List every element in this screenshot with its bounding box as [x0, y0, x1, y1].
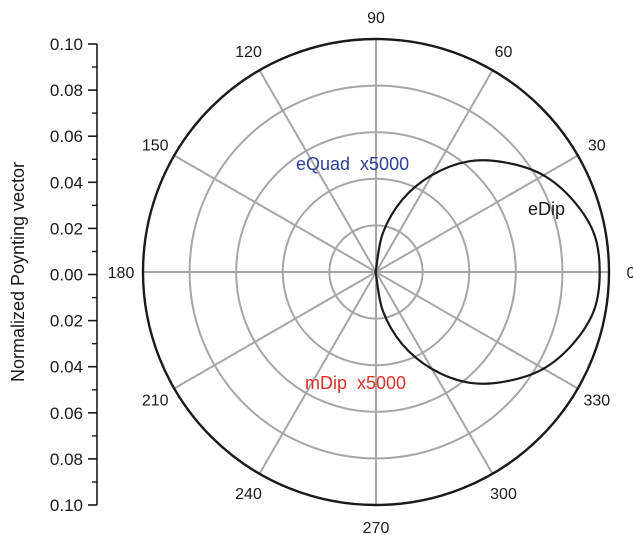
- angle-label: 180: [108, 265, 135, 282]
- radial-tick-label: 0.04: [50, 358, 83, 377]
- radial-tick-label: 0.02: [50, 219, 83, 238]
- series-layer: [374, 159, 601, 385]
- grid-spoke-330: [375, 271, 579, 390]
- polar-grid: 0 30 60 90 120 150 180 210 240 270 300 330: [108, 10, 633, 535]
- grid-spoke-120: [258, 69, 377, 273]
- angle-label: 330: [583, 393, 610, 410]
- angle-label: 240: [235, 486, 262, 503]
- series-edip-label: eDip: [528, 199, 565, 219]
- radial-tick-label: 0.08: [50, 450, 83, 469]
- angle-label: 120: [235, 44, 262, 61]
- y-axis-title: Normalized Poynting vector: [8, 162, 28, 382]
- radial-axis: 0.10 0.08 0.06 0.04 0.02 0.00 0.02 0.04 0.06 0.08…: [8, 35, 98, 515]
- series-equad-label: eQuad x5000: [296, 154, 409, 174]
- radial-tick-label: 0.04: [50, 173, 83, 192]
- annotation-layer: eDip eQuad x5000 mDip x5000: [296, 154, 565, 393]
- series-edip-curve: [374, 159, 601, 385]
- angle-label: 210: [142, 393, 169, 410]
- series-mdip-label: mDip x5000: [305, 373, 406, 393]
- grid-spoke-60: [375, 69, 494, 273]
- radial-tick-label: 0.06: [50, 127, 83, 146]
- grid-spoke-210: [173, 271, 377, 390]
- radial-tick-label: 0.10: [50, 496, 83, 515]
- radial-tick-label: 0.02: [50, 312, 83, 331]
- radial-tick-label: 0.06: [50, 404, 83, 423]
- grid-spoke-150: [173, 154, 377, 273]
- angle-label: 60: [495, 44, 513, 61]
- radial-tick-label: 0.00: [50, 266, 83, 285]
- angle-label: 150: [142, 138, 169, 155]
- grid-spoke-300: [375, 271, 494, 475]
- angle-label: 300: [490, 486, 517, 503]
- angle-label: 270: [363, 520, 390, 535]
- grid-spoke-240: [258, 271, 377, 475]
- angle-label: 90: [367, 10, 385, 27]
- angle-label: 0: [627, 265, 633, 282]
- radial-tick-label: 0.10: [50, 35, 83, 54]
- angle-label: 30: [588, 138, 606, 155]
- outer-ring: [141, 37, 611, 507]
- radial-tick-label: 0.08: [50, 81, 83, 100]
